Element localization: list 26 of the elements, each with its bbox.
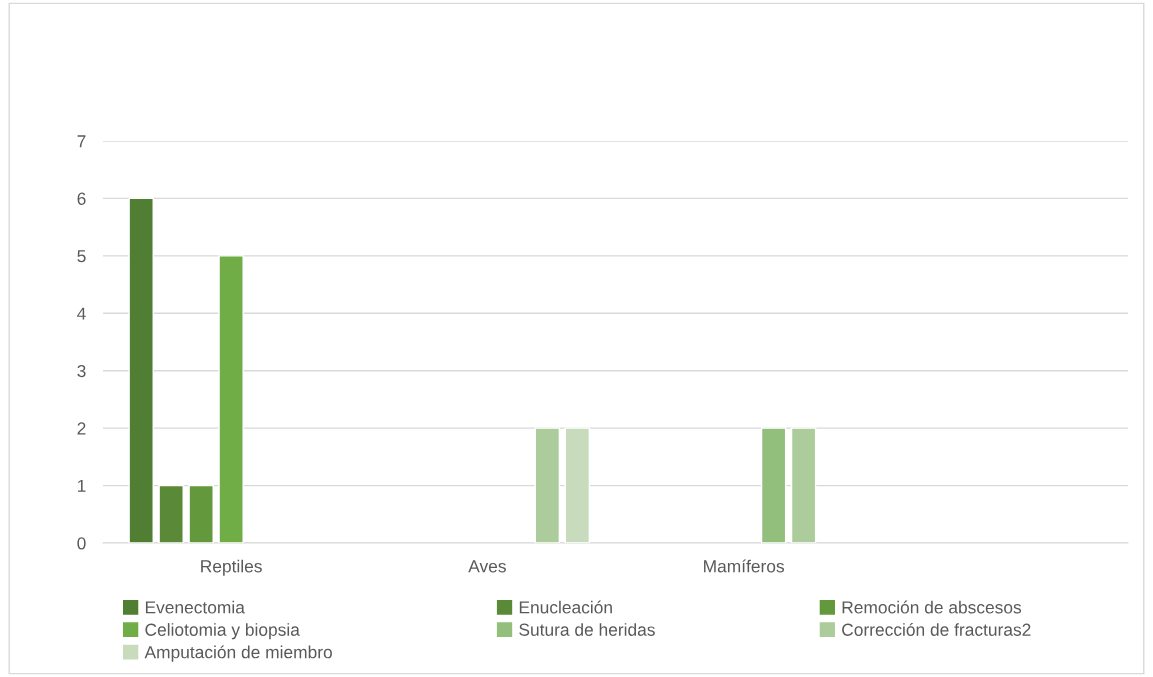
bar [564, 427, 591, 543]
y-tick-label: 3 [77, 364, 86, 378]
bar [218, 255, 244, 543]
bar [158, 484, 184, 543]
bar [128, 197, 154, 543]
x-tick-label: Aves [468, 560, 506, 573]
legend-label: Enucleación [519, 600, 612, 614]
legend-label: Corrección de fracturas2 [842, 622, 1031, 636]
legend-label: Amputación de miembro [144, 645, 332, 662]
y-tick-label: 2 [77, 422, 86, 435]
y-tick-label: 0 [77, 537, 86, 550]
bar [790, 427, 817, 543]
x-tick-label: Reptiles [201, 559, 262, 576]
legend-label: Celiotomia y biopsia [145, 623, 300, 640]
y-tick-label: 7 [77, 135, 86, 148]
legend-label: Evenectomia [145, 600, 245, 614]
y-tick-label: 4 [77, 307, 86, 320]
bar [534, 427, 561, 543]
y-tick-label: 6 [77, 192, 86, 205]
y-tick-label: 1 [78, 479, 86, 492]
bar [188, 484, 214, 543]
legend-label: Sutura de heridas [519, 623, 655, 636]
y-tick-label: 5 [77, 250, 86, 263]
x-tick-label: Mamíferos [704, 559, 784, 573]
bar [760, 427, 787, 543]
legend-label: Remoción de abscesos [842, 600, 1022, 614]
